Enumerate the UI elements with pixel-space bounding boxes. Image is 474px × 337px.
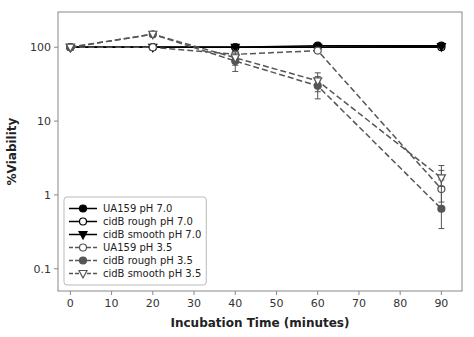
error-bar-cap: [232, 71, 238, 72]
legend-label: cidB smooth pH 3.5: [103, 268, 201, 279]
error-bar-cap: [232, 51, 238, 52]
error-bar-cap: [315, 98, 321, 99]
data-point: [438, 44, 445, 51]
y-tick: [54, 268, 58, 269]
legend-label: cidB rough pH 3.5: [103, 255, 193, 266]
x-tick: [194, 291, 195, 295]
data-point: [149, 31, 156, 38]
x-tick-label: 70: [352, 297, 366, 310]
chart: 0 10 20 30 40 50 60 70 80 90 0.1 1 10 100 Incubation T…: [0, 0, 474, 337]
data-point: [66, 44, 74, 52]
error-bar: [315, 73, 321, 92]
x-tick: [235, 291, 236, 295]
error-bar: [232, 53, 238, 71]
legend-marker: [80, 257, 87, 264]
y-tick-label: 100: [30, 41, 51, 54]
x-tick: [152, 291, 153, 295]
y-axis-label: %Viability: [5, 117, 19, 185]
legend-box: [64, 197, 206, 285]
data-point: [67, 44, 74, 51]
legend-marker: [80, 244, 87, 251]
error-bar: [438, 170, 444, 228]
x-tick: [358, 291, 359, 295]
error-bar-cap: [438, 228, 444, 229]
data-point: [437, 175, 445, 183]
series-line: [70, 34, 441, 178]
y-axis: 0.1 1 10 100: [30, 41, 58, 276]
data-point: [314, 78, 322, 86]
legend-label: cidB rough pH 7.0: [103, 216, 193, 227]
x-tick: [276, 291, 277, 295]
x-tick-label: 30: [187, 297, 201, 310]
error-bar-cap: [438, 165, 444, 166]
series-line: [70, 34, 441, 209]
error-bar: [232, 52, 238, 66]
error-bar-cap: [315, 91, 321, 92]
background: [0, 0, 474, 337]
series: [67, 44, 445, 51]
series: [67, 42, 445, 51]
data-point: [67, 44, 74, 51]
x-tick: [441, 291, 442, 295]
error-bar-cap: [315, 72, 321, 73]
y-tick: [54, 47, 58, 48]
y-tick: [54, 194, 58, 195]
y-tick-label: 0.1: [34, 263, 52, 276]
data-point: [66, 44, 74, 52]
data-point: [149, 44, 156, 51]
data-point: [149, 44, 156, 51]
legend-marker: [80, 218, 87, 225]
x-tick-label: 60: [311, 297, 325, 310]
error-bar: [438, 166, 444, 187]
data-point: [67, 44, 74, 51]
error-bar-cap: [232, 65, 238, 66]
x-tick-label: 10: [105, 297, 119, 310]
x-tick: [111, 291, 112, 295]
data-point: [149, 44, 156, 51]
data-point: [314, 47, 321, 54]
data-point: [231, 55, 239, 63]
x-tick: [317, 291, 318, 295]
error-bar-cap: [438, 186, 444, 187]
data-point: [149, 31, 157, 38]
data-point: [438, 205, 445, 212]
legend-label: UA159 pH 3.5: [103, 242, 172, 253]
plot-frame: [58, 12, 462, 291]
y-tick: [54, 121, 58, 122]
legend-label: UA159 pH 7.0: [103, 203, 172, 214]
legend-marker: [79, 271, 87, 279]
x-axis: 0 10 20 30 40 50 60 70 80 90: [67, 291, 449, 310]
x-tick: [70, 291, 71, 295]
x-tick-label: 20: [146, 297, 160, 310]
data-point: [67, 44, 74, 51]
x-tick-label: 50: [269, 297, 283, 310]
x-tick-label: 90: [434, 297, 448, 310]
legend-marker: [80, 205, 87, 212]
legend-label: cidB smooth pH 7.0: [103, 229, 201, 240]
series-line: [70, 47, 441, 189]
data-point: [149, 44, 157, 52]
y-tick-label: 10: [37, 115, 51, 128]
x-tick-label: 80: [393, 297, 407, 310]
y-tick-label: 1: [44, 189, 51, 202]
legend-marker: [79, 232, 87, 240]
x-axis-label: Incubation Time (minutes): [171, 316, 350, 330]
x-tick-label: 0: [67, 297, 74, 310]
legend: UA159 pH 7.0 cidB rough pH 7.0 cidB smooth…: [64, 197, 206, 285]
data-point: [232, 44, 239, 51]
data-point: [232, 44, 239, 51]
series: [66, 31, 445, 186]
x-tick: [400, 291, 401, 295]
x-tick-label: 40: [228, 297, 242, 310]
series: [66, 44, 445, 52]
data-point: [437, 44, 445, 52]
